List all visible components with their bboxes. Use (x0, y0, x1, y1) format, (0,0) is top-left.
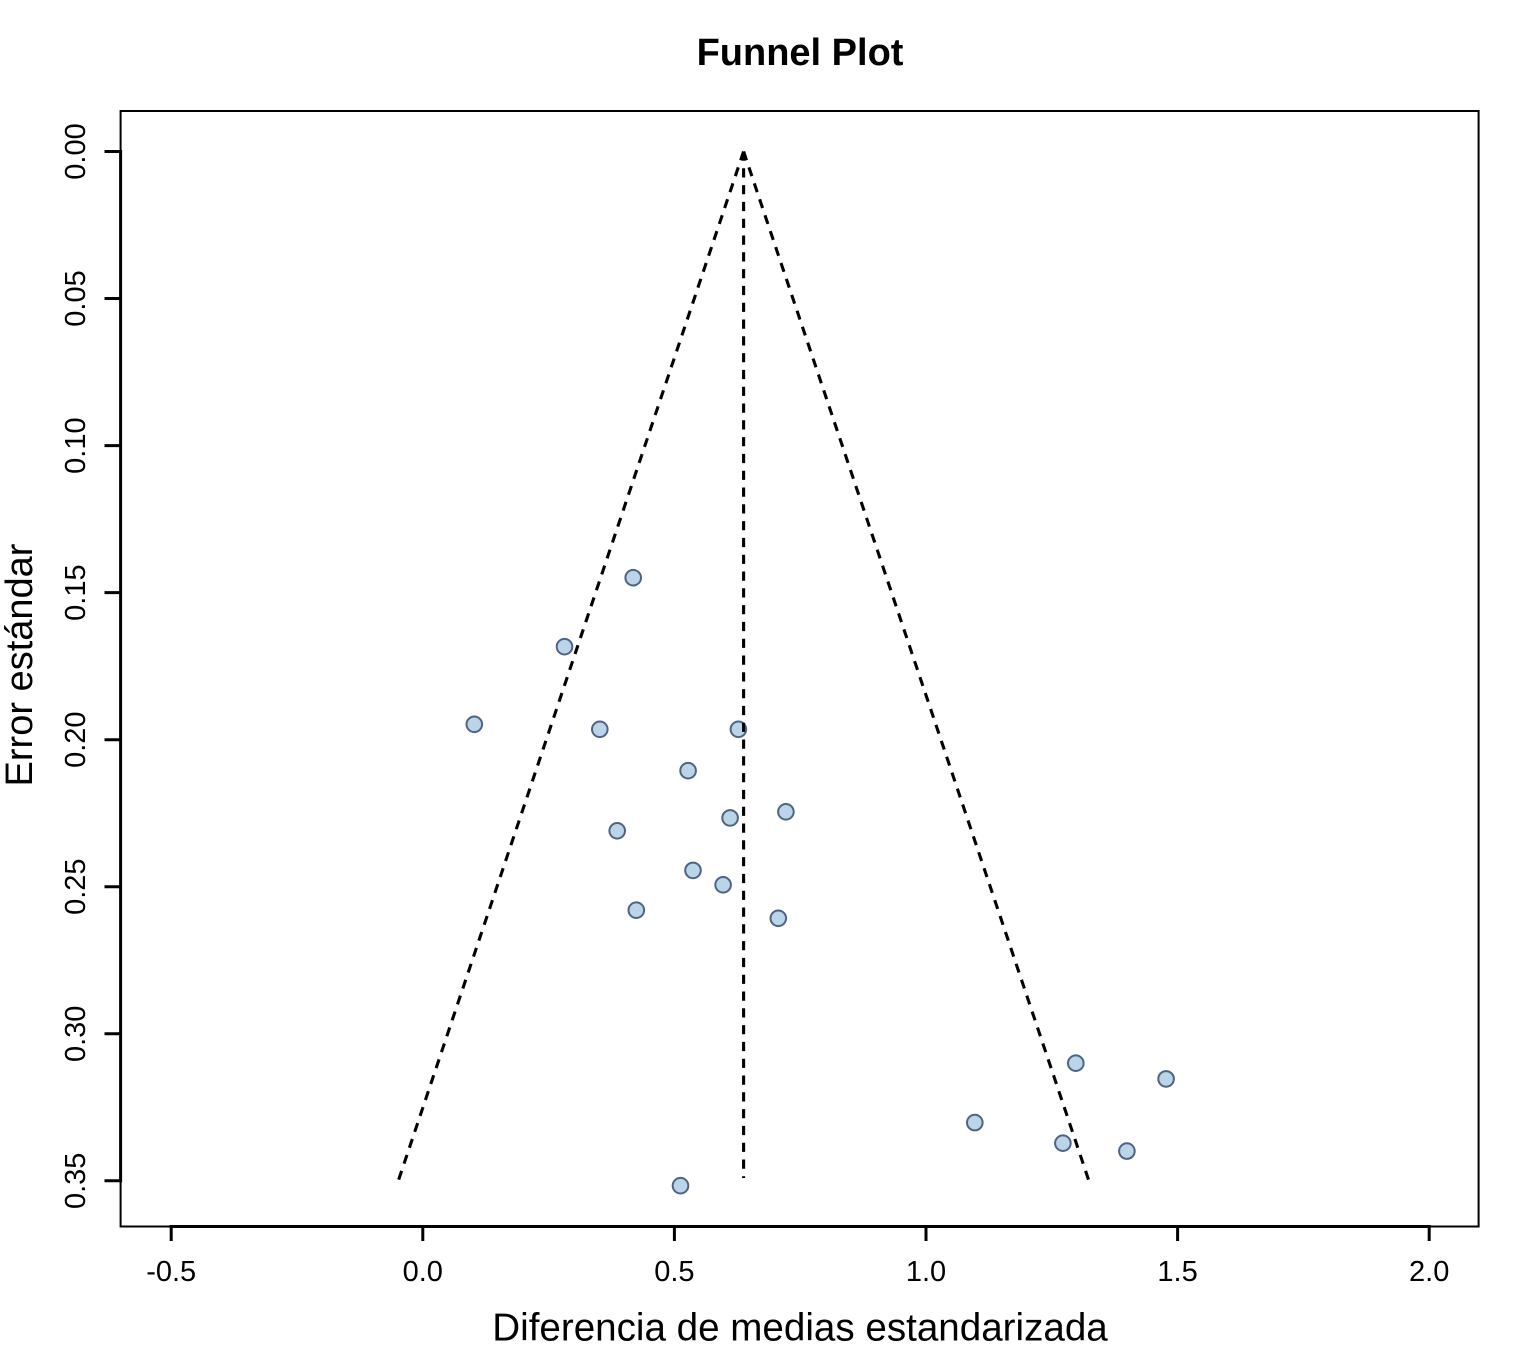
svg-text:-0.5: -0.5 (146, 1256, 196, 1288)
svg-text:0.15: 0.15 (60, 564, 92, 620)
svg-text:0.10: 0.10 (60, 417, 92, 473)
svg-text:0.0: 0.0 (403, 1256, 443, 1288)
svg-text:0.20: 0.20 (60, 711, 92, 767)
svg-text:Funnel Plot: Funnel Plot (697, 32, 904, 74)
svg-text:0.30: 0.30 (60, 1006, 92, 1062)
svg-text:1.0: 1.0 (906, 1256, 946, 1288)
svg-text:Error estándar: Error estándar (0, 543, 41, 786)
svg-text:1.5: 1.5 (1157, 1256, 1197, 1288)
svg-text:2.0: 2.0 (1409, 1256, 1449, 1288)
svg-text:0.5: 0.5 (654, 1256, 694, 1288)
svg-text:0.05: 0.05 (60, 270, 92, 326)
svg-text:0.00: 0.00 (60, 123, 92, 179)
svg-text:Diferencia de medias estandari: Diferencia de medias estandarizada (492, 1307, 1108, 1350)
svg-text:0.25: 0.25 (60, 858, 92, 914)
svg-text:0.35: 0.35 (60, 1153, 92, 1209)
